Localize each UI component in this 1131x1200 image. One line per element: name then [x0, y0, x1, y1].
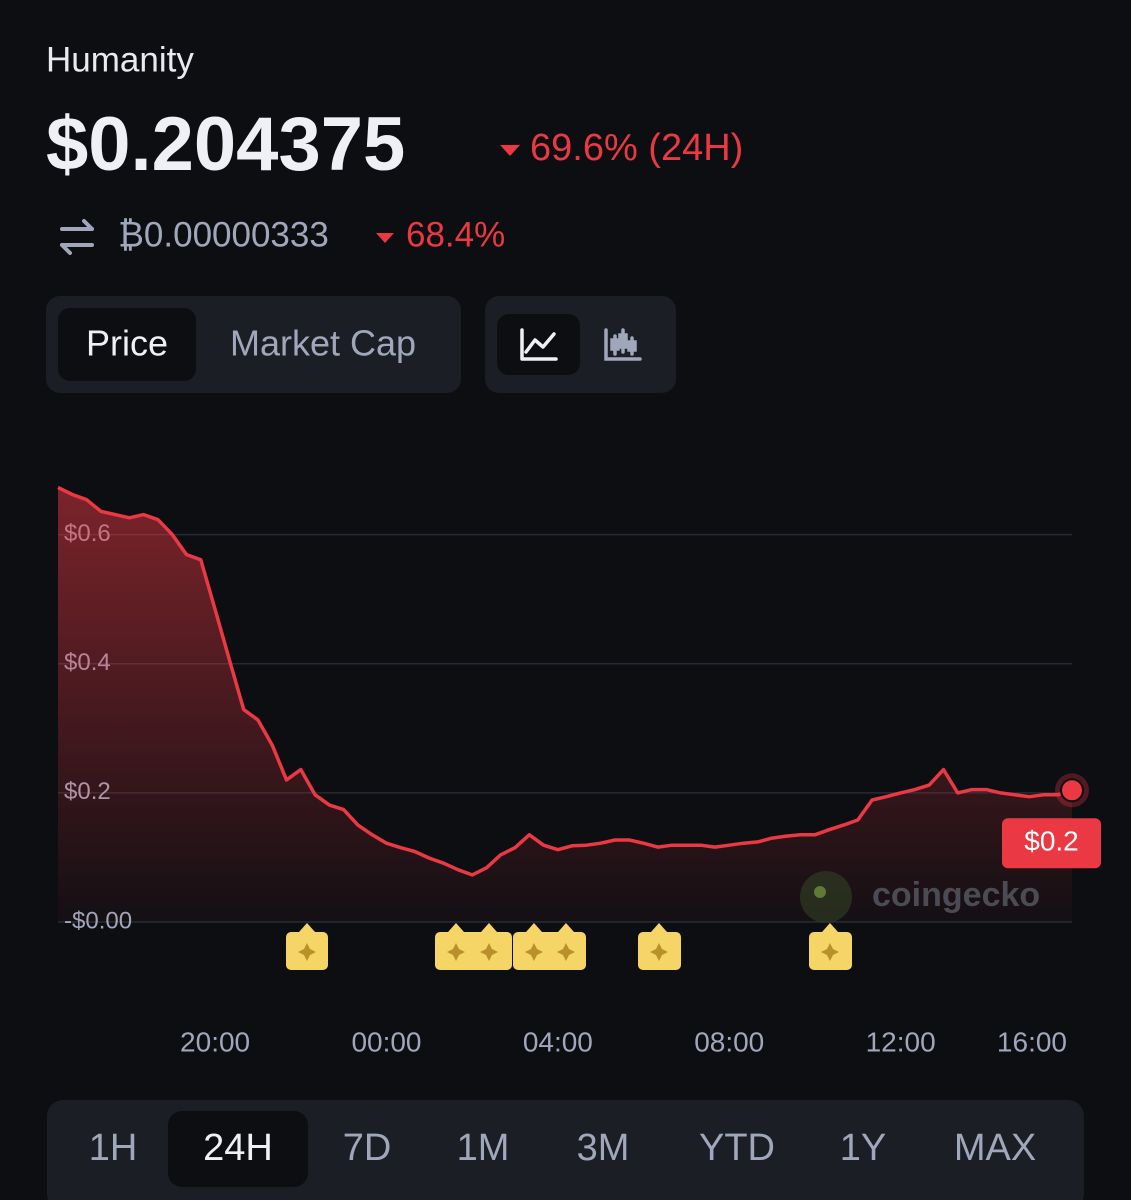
active-range[interactable]: [168, 1111, 308, 1187]
x-tick-label: 08:00: [694, 1026, 764, 1057]
range-button[interactable]: YTD: [699, 1127, 775, 1169]
current-price-dot: [1060, 778, 1084, 803]
range-button[interactable]: 24H: [203, 1127, 273, 1169]
coin-name: Humanity: [46, 40, 194, 79]
x-tick-label: 20:00: [180, 1026, 250, 1057]
down-arrow: [376, 233, 394, 243]
event-markers: [286, 923, 852, 970]
event-marker[interactable]: [513, 932, 586, 970]
current-price-tag: [1002, 818, 1101, 869]
range-button[interactable]: 3M: [577, 1127, 630, 1169]
btc-change: 68.4%: [406, 215, 505, 254]
swap-icon: [60, 219, 94, 255]
event-icons: [298, 943, 839, 961]
x-tick-label: 04:00: [523, 1026, 593, 1057]
watermark: coingecko: [872, 876, 1040, 914]
chart: -$0.00$0.2$0.4$0.620:0000:0004:0008:0012…: [57, 485, 1101, 1057]
tab[interactable]: Market Cap: [230, 323, 416, 364]
watermark-logo: [814, 886, 826, 898]
price: $0.204375: [46, 102, 405, 187]
range-button[interactable]: MAX: [954, 1127, 1036, 1169]
range-button[interactable]: 1Y: [840, 1127, 886, 1169]
x-tick-label: 16:00: [997, 1026, 1067, 1057]
event-marker[interactable]: [435, 932, 512, 970]
range-button[interactable]: 1H: [89, 1127, 138, 1169]
range-button[interactable]: 7D: [343, 1127, 392, 1169]
range-buttons: 1H 24H 7D 1M 3M YTD 1Y MAX: [89, 1127, 1036, 1169]
tab[interactable]: Price: [86, 323, 168, 364]
candle-chart-button[interactable]: [604, 328, 642, 361]
area: [58, 487, 1072, 922]
x-tick-label: 12:00: [866, 1026, 936, 1057]
current-price-label: $0.2: [1024, 826, 1079, 857]
range-button[interactable]: 1M: [457, 1127, 510, 1169]
x-tick-label: 00:00: [351, 1026, 421, 1057]
active-tab[interactable]: [58, 308, 196, 381]
watermark-logo: [800, 871, 852, 923]
price-change: 69.6% (24H): [530, 127, 743, 169]
btc-price: ₿0.00000333: [118, 215, 329, 254]
line-chart-icon: [520, 328, 558, 361]
price-line: [57, 485, 1073, 877]
down-arrow: [500, 145, 520, 156]
